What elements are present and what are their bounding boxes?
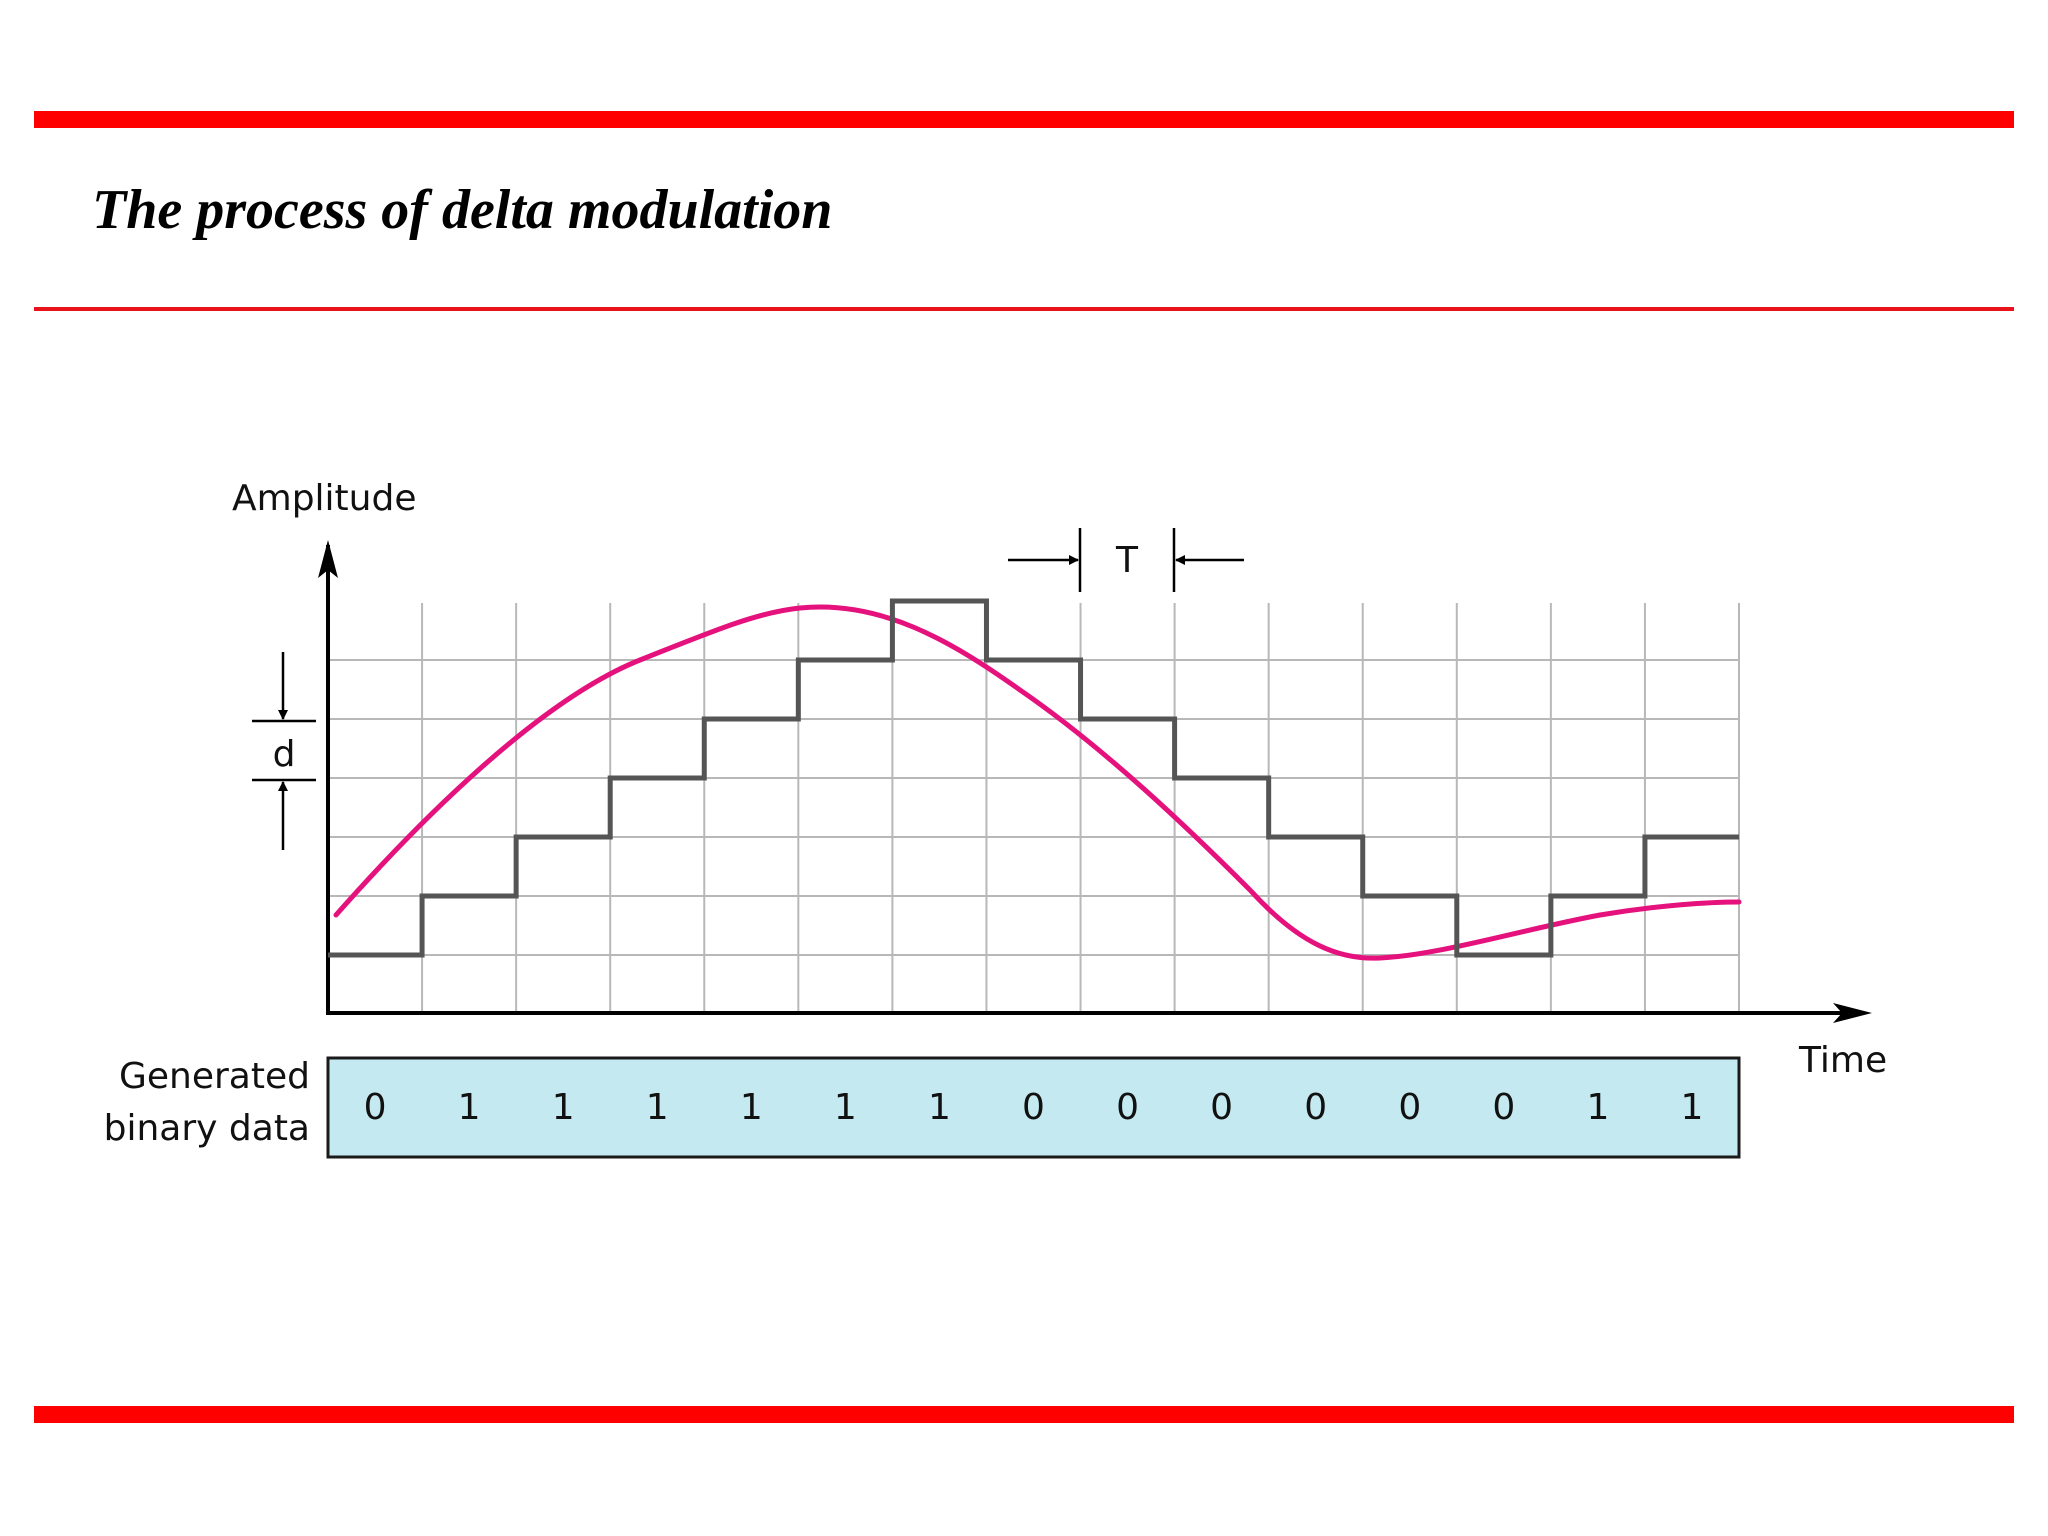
- amplitude-axis-arrowhead: [318, 540, 338, 578]
- binary-bit: 1: [1586, 1087, 1609, 1128]
- time-axis-label: Time: [1798, 1040, 1887, 1081]
- top-red-rule: [34, 111, 2014, 128]
- binary-bit: 1: [1681, 1087, 1704, 1128]
- title-underline-rule: [34, 307, 2014, 311]
- binary-bit: 1: [834, 1087, 857, 1128]
- slide-title: The process of delta modulation: [92, 179, 833, 241]
- binary-bit: 1: [458, 1087, 481, 1128]
- binary-bit: 0: [1492, 1087, 1515, 1128]
- step-size-marker: d: [252, 652, 316, 850]
- period-marker-label: T: [1115, 540, 1139, 581]
- binary-data-bits: 0 1 1 1 1 1 1 0 0 0 0 0 0 1 1: [364, 1087, 1704, 1128]
- binary-bit: 0: [1116, 1087, 1139, 1128]
- binary-bit: 1: [552, 1087, 575, 1128]
- binary-bit: 0: [1398, 1087, 1421, 1128]
- binary-bit: 0: [1022, 1087, 1045, 1128]
- binary-bit: 0: [1304, 1087, 1327, 1128]
- binary-bit: 0: [1210, 1087, 1233, 1128]
- analog-signal-curve: [333, 604, 1742, 961]
- data-row-label-line1: Generated: [119, 1056, 310, 1097]
- step-size-label: d: [273, 734, 296, 775]
- binary-bit: 1: [740, 1087, 763, 1128]
- time-axis-arrowhead: [1833, 1003, 1872, 1023]
- period-marker: T: [1008, 528, 1244, 592]
- bottom-red-rule: [34, 1406, 2014, 1423]
- grid: [328, 603, 1740, 1013]
- binary-bit: 1: [928, 1087, 951, 1128]
- data-row-label-line2: binary data: [104, 1108, 310, 1149]
- binary-bit: 0: [364, 1087, 387, 1128]
- binary-bit: 1: [646, 1087, 669, 1128]
- staircase-approximation: [328, 598, 1739, 958]
- amplitude-axis-label: Amplitude: [232, 478, 416, 519]
- binary-data-box: [326, 1056, 1741, 1159]
